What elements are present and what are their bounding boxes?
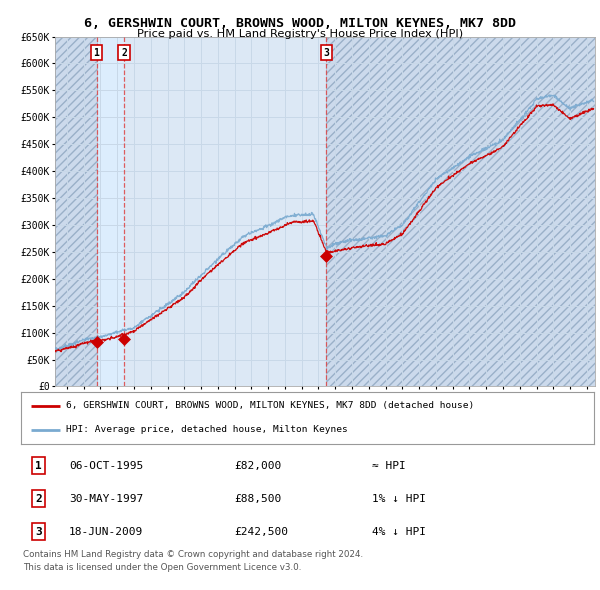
Text: £82,000: £82,000 <box>234 461 281 470</box>
Text: 2: 2 <box>35 494 42 503</box>
Text: 3: 3 <box>35 527 42 536</box>
Text: 1: 1 <box>35 461 42 470</box>
Text: 06-OCT-1995: 06-OCT-1995 <box>69 461 143 470</box>
Bar <box>326 37 595 386</box>
Text: 6, GERSHWIN COURT, BROWNS WOOD, MILTON KEYNES, MK7 8DD: 6, GERSHWIN COURT, BROWNS WOOD, MILTON K… <box>84 17 516 30</box>
Bar <box>55 37 97 386</box>
Text: 3: 3 <box>323 48 329 58</box>
Text: 18-JUN-2009: 18-JUN-2009 <box>69 527 143 536</box>
Text: Contains HM Land Registry data © Crown copyright and database right 2024.: Contains HM Land Registry data © Crown c… <box>23 550 363 559</box>
Text: ≈ HPI: ≈ HPI <box>372 461 406 470</box>
Bar <box>326 37 595 386</box>
Text: 6, GERSHWIN COURT, BROWNS WOOD, MILTON KEYNES, MK7 8DD (detached house): 6, GERSHWIN COURT, BROWNS WOOD, MILTON K… <box>65 401 474 410</box>
Text: 1% ↓ HPI: 1% ↓ HPI <box>372 494 426 503</box>
Text: 1: 1 <box>94 48 100 58</box>
Text: Price paid vs. HM Land Registry's House Price Index (HPI): Price paid vs. HM Land Registry's House … <box>137 29 463 39</box>
Text: 30-MAY-1997: 30-MAY-1997 <box>69 494 143 503</box>
Text: 4% ↓ HPI: 4% ↓ HPI <box>372 527 426 536</box>
Bar <box>97 37 124 386</box>
Text: This data is licensed under the Open Government Licence v3.0.: This data is licensed under the Open Gov… <box>23 563 301 572</box>
Text: HPI: Average price, detached house, Milton Keynes: HPI: Average price, detached house, Milt… <box>65 425 347 434</box>
Text: £242,500: £242,500 <box>234 527 288 536</box>
Text: £88,500: £88,500 <box>234 494 281 503</box>
Bar <box>55 37 97 386</box>
Text: 2: 2 <box>121 48 127 58</box>
